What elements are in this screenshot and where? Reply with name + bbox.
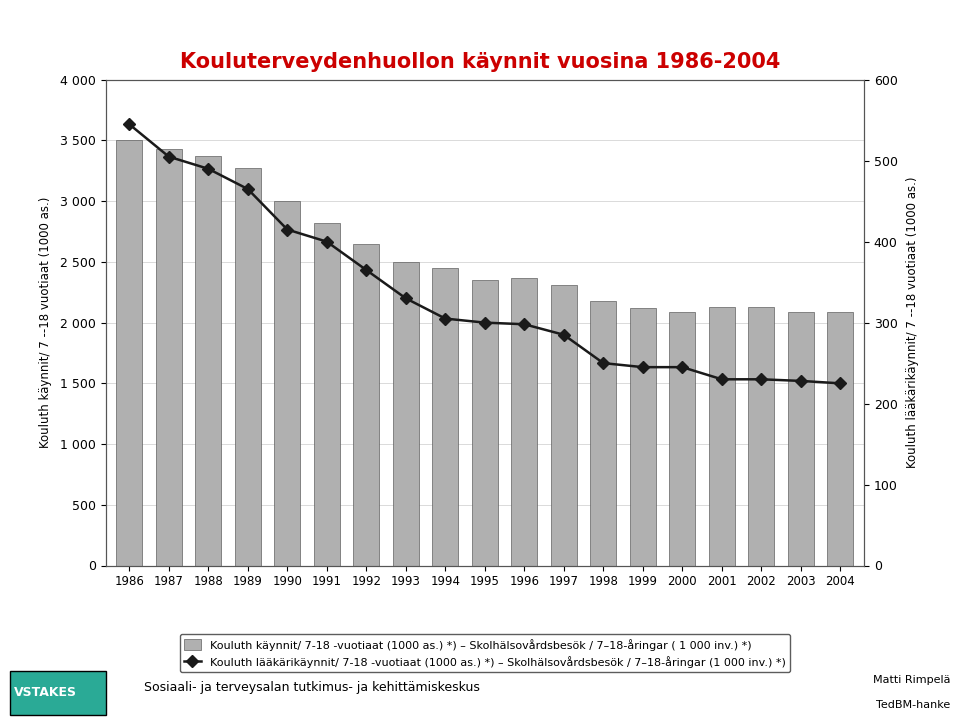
Y-axis label: Kouluth käynnit/ 7 --18 vuotiaat (1000 as.): Kouluth käynnit/ 7 --18 vuotiaat (1000 a… bbox=[38, 197, 52, 448]
FancyBboxPatch shape bbox=[10, 671, 106, 715]
Text: 1: 1 bbox=[941, 17, 950, 30]
Text: Tiedosta hyvinvointia: Tiedosta hyvinvointia bbox=[10, 17, 179, 30]
Bar bbox=[156, 149, 181, 566]
Text: Sosiaali- ja terveysalan tutkimus- ja kehittämiskeskus: Sosiaali- ja terveysalan tutkimus- ja ke… bbox=[144, 681, 480, 694]
Text: Matti Rimpelä: Matti Rimpelä bbox=[873, 675, 950, 684]
Bar bbox=[314, 223, 340, 566]
Bar bbox=[590, 301, 616, 566]
Bar bbox=[235, 168, 260, 566]
Y-axis label: Kouluth lääkärikäynnit/ 7 --18 vuotiaat (1000 as.): Kouluth lääkärikäynnit/ 7 --18 vuotiaat … bbox=[906, 177, 919, 468]
Bar bbox=[669, 312, 695, 566]
Legend: Kouluth käynnit/ 7-18 -vuotiaat (1000 as.) *) – Skolhälsovårdsbesök / 7–18-åring: Kouluth käynnit/ 7-18 -vuotiaat (1000 as… bbox=[180, 634, 790, 673]
Bar bbox=[630, 308, 656, 566]
Text: TedBM-hanke: TedBM-hanke bbox=[876, 700, 950, 710]
Bar bbox=[116, 141, 142, 566]
Bar bbox=[275, 202, 300, 566]
Text: Kouluterveydenhuollon käynnit vuosina 1986-2004: Kouluterveydenhuollon käynnit vuosina 19… bbox=[180, 51, 780, 72]
Bar bbox=[353, 244, 379, 566]
Bar bbox=[788, 312, 814, 566]
Bar bbox=[393, 262, 419, 566]
Text: Mielenterveyspoliittinen neuvottelukunta, 13.12.2009: Mielenterveyspoliittinen neuvottelukunta… bbox=[268, 17, 692, 30]
Bar bbox=[196, 157, 221, 566]
Bar bbox=[551, 285, 577, 566]
Bar bbox=[828, 312, 853, 566]
Bar bbox=[432, 268, 458, 566]
Text: VSTAKES: VSTAKES bbox=[14, 686, 78, 699]
Bar bbox=[512, 278, 538, 566]
Bar bbox=[749, 307, 774, 566]
Bar bbox=[472, 280, 497, 566]
Bar bbox=[709, 307, 734, 566]
